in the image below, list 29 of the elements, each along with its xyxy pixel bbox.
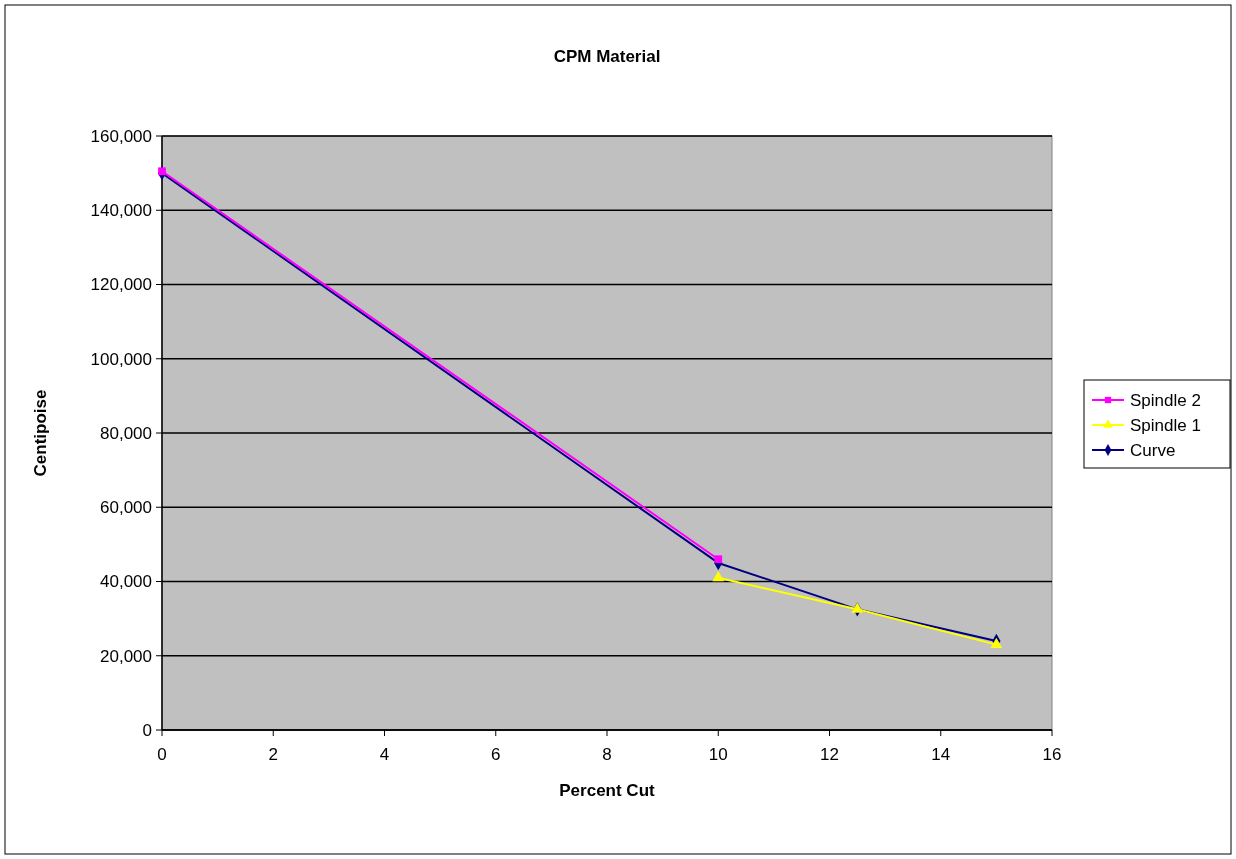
x-tick-label: 14 [931,745,951,764]
point [714,555,723,564]
y-axis-title: Centipoise [31,389,50,477]
y-tick-label: 60,000 [100,498,152,518]
y-tick-label: 0 [142,720,152,740]
y-tick-label: 100,000 [90,349,152,369]
y-tick-label: 120,000 [90,275,152,295]
x-tick-label: 10 [708,745,728,764]
point [158,167,166,176]
legend-label: Spindle 2 [1130,390,1201,410]
y-tick-label: 40,000 [100,572,152,592]
point [712,570,725,582]
y-tick-label: 20,000 [100,646,152,666]
x-tick-label: 8 [602,745,612,764]
y-tick-label: 80,000 [100,423,152,443]
legend-label: Curve [1130,440,1176,460]
x-tick-label: 0 [157,745,167,764]
y-tick-label: 140,000 [90,201,152,221]
x-axis-title: Percent Cut [559,781,656,800]
chart-title: CPM Material [553,47,661,66]
y-tick-label: 160,000 [90,126,152,146]
point [851,602,864,613]
legend-label: Spindle 1 [1130,415,1201,435]
point [990,637,1003,649]
x-tick-label: 6 [491,745,501,764]
x-tick-label: 12 [820,745,839,764]
x-tick-label: 4 [379,745,390,764]
x-tick-label: 16 [1042,745,1062,764]
x-tick-label: 2 [268,745,278,764]
